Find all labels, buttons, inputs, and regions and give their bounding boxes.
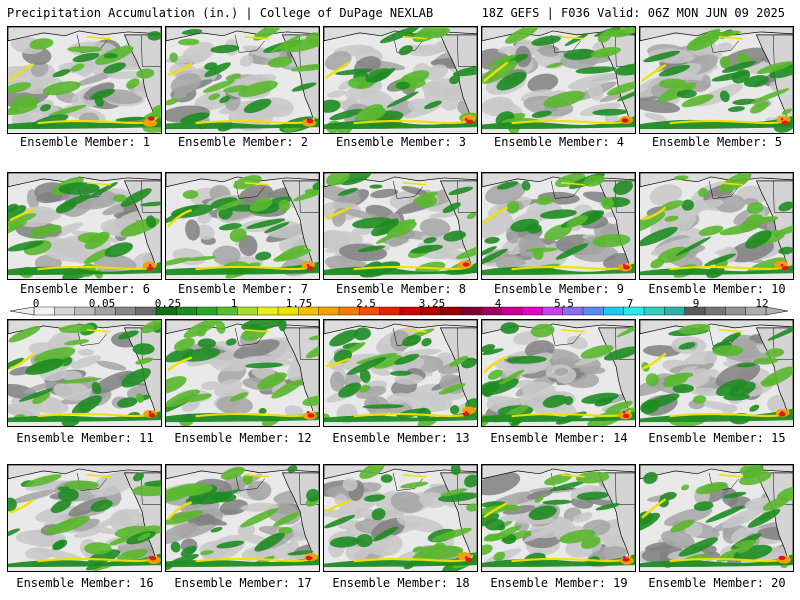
ensemble-map-panel bbox=[481, 172, 636, 280]
ensemble-member-label: Ensemble Member: 7 bbox=[177, 282, 309, 296]
colorbar-tick-label: 5.5 bbox=[554, 297, 574, 310]
ensemble-map-panel bbox=[7, 319, 162, 427]
colorbar-swatch bbox=[237, 306, 259, 316]
ensemble-map-panel bbox=[7, 172, 162, 280]
precip-map bbox=[166, 465, 319, 570]
run-valid-time: 18Z GEFS | F036 Valid: 06Z MON JUN 09 20… bbox=[481, 6, 785, 20]
ensemble-member-label: Ensemble Member: 18 bbox=[332, 576, 470, 590]
ensemble-member-label: Ensemble Member: 4 bbox=[493, 135, 625, 149]
colorbar-swatch bbox=[664, 306, 686, 316]
ensemble-member-label: Ensemble Member: 6 bbox=[19, 282, 151, 296]
ensemble-map-panel bbox=[639, 464, 794, 572]
product-title: Precipitation Accumulation (in.) | Colle… bbox=[7, 6, 434, 20]
precip-map bbox=[166, 320, 319, 426]
precip-map bbox=[166, 27, 319, 133]
precip-map bbox=[8, 27, 161, 133]
ensemble-map-panel bbox=[323, 464, 478, 572]
ensemble-member-label: Ensemble Member: 11 bbox=[16, 431, 154, 445]
precip-map bbox=[8, 320, 161, 426]
precip-map bbox=[324, 173, 477, 278]
colorbar-swatch bbox=[135, 306, 157, 316]
colorbar-tick-label: 0.05 bbox=[88, 297, 116, 310]
colorbar-tick-label: 0 bbox=[32, 297, 40, 310]
colorbar-tick-label: 2.5 bbox=[356, 297, 376, 310]
colorbar-tick-label: 1 bbox=[230, 297, 238, 310]
ensemble-member-label: Ensemble Member: 10 bbox=[648, 282, 786, 296]
ensemble-member-label: Ensemble Member: 3 bbox=[335, 135, 467, 149]
ensemble-member-label: Ensemble Member: 16 bbox=[16, 576, 154, 590]
ensemble-member-label: Ensemble Member: 19 bbox=[490, 576, 628, 590]
colorbar-left-arrow bbox=[9, 306, 35, 316]
ensemble-map-panel bbox=[639, 172, 794, 280]
colorbar-swatch bbox=[257, 306, 279, 316]
ensemble-member-label: Ensemble Member: 9 bbox=[493, 282, 625, 296]
ensemble-map-panel bbox=[165, 319, 320, 427]
precip-map bbox=[324, 320, 477, 426]
colorbar-swatch bbox=[318, 306, 340, 316]
ensemble-map-panel bbox=[481, 319, 636, 427]
ensemble-map-panel bbox=[323, 172, 478, 280]
colorbar-swatch bbox=[603, 306, 625, 316]
colorbar-tick-label: 4 bbox=[494, 297, 502, 310]
precip-map bbox=[482, 27, 635, 133]
ensemble-member-label: Ensemble Member: 15 bbox=[648, 431, 786, 445]
colorbar-right-arrow bbox=[765, 306, 789, 316]
precip-map bbox=[640, 465, 793, 569]
ensemble-map-panel bbox=[7, 26, 162, 134]
ensemble-map-panel bbox=[323, 26, 478, 134]
colorbar-swatch bbox=[379, 306, 401, 316]
precip-map bbox=[166, 173, 319, 279]
colorbar-tick-label: 12 bbox=[755, 297, 769, 310]
colorbar-swatch bbox=[399, 306, 421, 316]
header: Precipitation Accumulation (in.) | Colle… bbox=[0, 0, 800, 24]
ensemble-member-label: Ensemble Member: 14 bbox=[490, 431, 628, 445]
ensemble-map-panel bbox=[165, 26, 320, 134]
colorbar-swatch bbox=[115, 306, 137, 316]
ensemble-map-panel bbox=[639, 26, 794, 134]
colorbar-swatch bbox=[460, 306, 482, 316]
ensemble-member-label: Ensemble Member: 12 bbox=[174, 431, 312, 445]
colorbar-swatch bbox=[196, 306, 218, 316]
precip-map bbox=[640, 173, 793, 279]
precip-map bbox=[482, 173, 635, 276]
ensemble-map-panel bbox=[481, 464, 636, 572]
precip-map bbox=[640, 320, 793, 426]
ensemble-member-label: Ensemble Member: 8 bbox=[335, 282, 467, 296]
colorbar-swatch bbox=[704, 306, 726, 316]
precip-map bbox=[324, 27, 477, 133]
ensemble-member-label: Ensemble Member: 2 bbox=[177, 135, 309, 149]
colorbar-tick-label: 7 bbox=[626, 297, 634, 310]
ensemble-map-panel bbox=[481, 26, 636, 134]
precip-map bbox=[640, 27, 793, 133]
colorbar-swatch bbox=[643, 306, 665, 316]
colorbar-swatch bbox=[582, 306, 604, 316]
colorbar-tick-label: 3.25 bbox=[418, 297, 446, 310]
ensemble-member-label: Ensemble Member: 20 bbox=[648, 576, 786, 590]
colorbar-swatch bbox=[725, 306, 747, 316]
colorbar-tick-label: 1.75 bbox=[285, 297, 313, 310]
precip-map bbox=[324, 465, 477, 571]
colorbar-tick-label: 0.25 bbox=[154, 297, 182, 310]
ensemble-map-panel bbox=[165, 464, 320, 572]
ensemble-member-label: Ensemble Member: 5 bbox=[651, 135, 783, 149]
precip-map bbox=[8, 173, 161, 279]
ensemble-map-panel bbox=[165, 172, 320, 280]
precip-map bbox=[482, 465, 635, 568]
ensemble-map-panel bbox=[323, 319, 478, 427]
ensemble-member-label: Ensemble Member: 17 bbox=[174, 576, 312, 590]
colorbar-swatch bbox=[54, 306, 76, 316]
colorbar-tick-label: 9 bbox=[692, 297, 700, 310]
precip-map bbox=[482, 320, 635, 426]
ensemble-member-label: Ensemble Member: 13 bbox=[332, 431, 470, 445]
ensemble-member-label: Ensemble Member: 1 bbox=[19, 135, 151, 149]
precipitation-colorbar bbox=[9, 306, 789, 316]
ensemble-map-panel bbox=[639, 319, 794, 427]
ensemble-map-panel bbox=[7, 464, 162, 572]
colorbar-swatch bbox=[501, 306, 523, 316]
colorbar-swatch bbox=[521, 306, 543, 316]
precip-map bbox=[8, 465, 161, 571]
